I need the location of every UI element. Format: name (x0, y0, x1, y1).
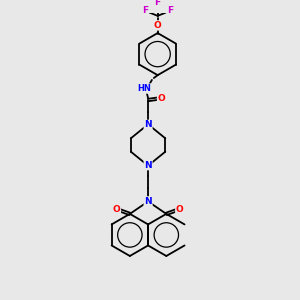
Text: F: F (167, 6, 173, 15)
Text: O: O (176, 205, 184, 214)
Text: HN: HN (137, 84, 151, 93)
Text: O: O (158, 94, 165, 103)
Text: O: O (112, 205, 120, 214)
Text: F: F (154, 0, 161, 7)
Text: N: N (144, 120, 152, 129)
Text: N: N (144, 160, 152, 169)
Text: F: F (142, 6, 148, 15)
Text: N: N (144, 197, 152, 206)
Text: O: O (154, 21, 161, 30)
